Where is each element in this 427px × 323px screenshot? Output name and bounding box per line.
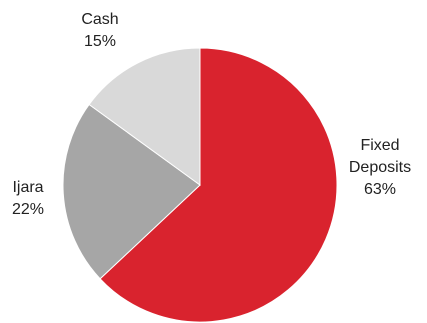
pie-slices	[62, 47, 338, 323]
pie-label-fixed-deposits: Fixed Deposits 63%	[349, 137, 411, 198]
pie-labels: Fixed Deposits 63% Ijara 22% Cash 15%	[12, 11, 411, 218]
pie-label-cash: Cash 15%	[81, 11, 118, 50]
pie-category-label: Fixed	[360, 137, 399, 154]
pie-value-label: 63%	[364, 181, 396, 198]
pie-value-label: 15%	[84, 33, 116, 50]
pie-category-label: Deposits	[349, 159, 411, 176]
pie-slice-cash	[88, 47, 201, 186]
pie-category-label: Ijara	[12, 179, 43, 196]
pie-slice-fixed-deposits	[99, 47, 338, 323]
pie-value-label: 22%	[12, 201, 44, 218]
pie-label-ijara: Ijara 22%	[12, 179, 44, 218]
pie-category-label: Cash	[81, 11, 118, 28]
pie-slice-ijara	[62, 103, 201, 280]
